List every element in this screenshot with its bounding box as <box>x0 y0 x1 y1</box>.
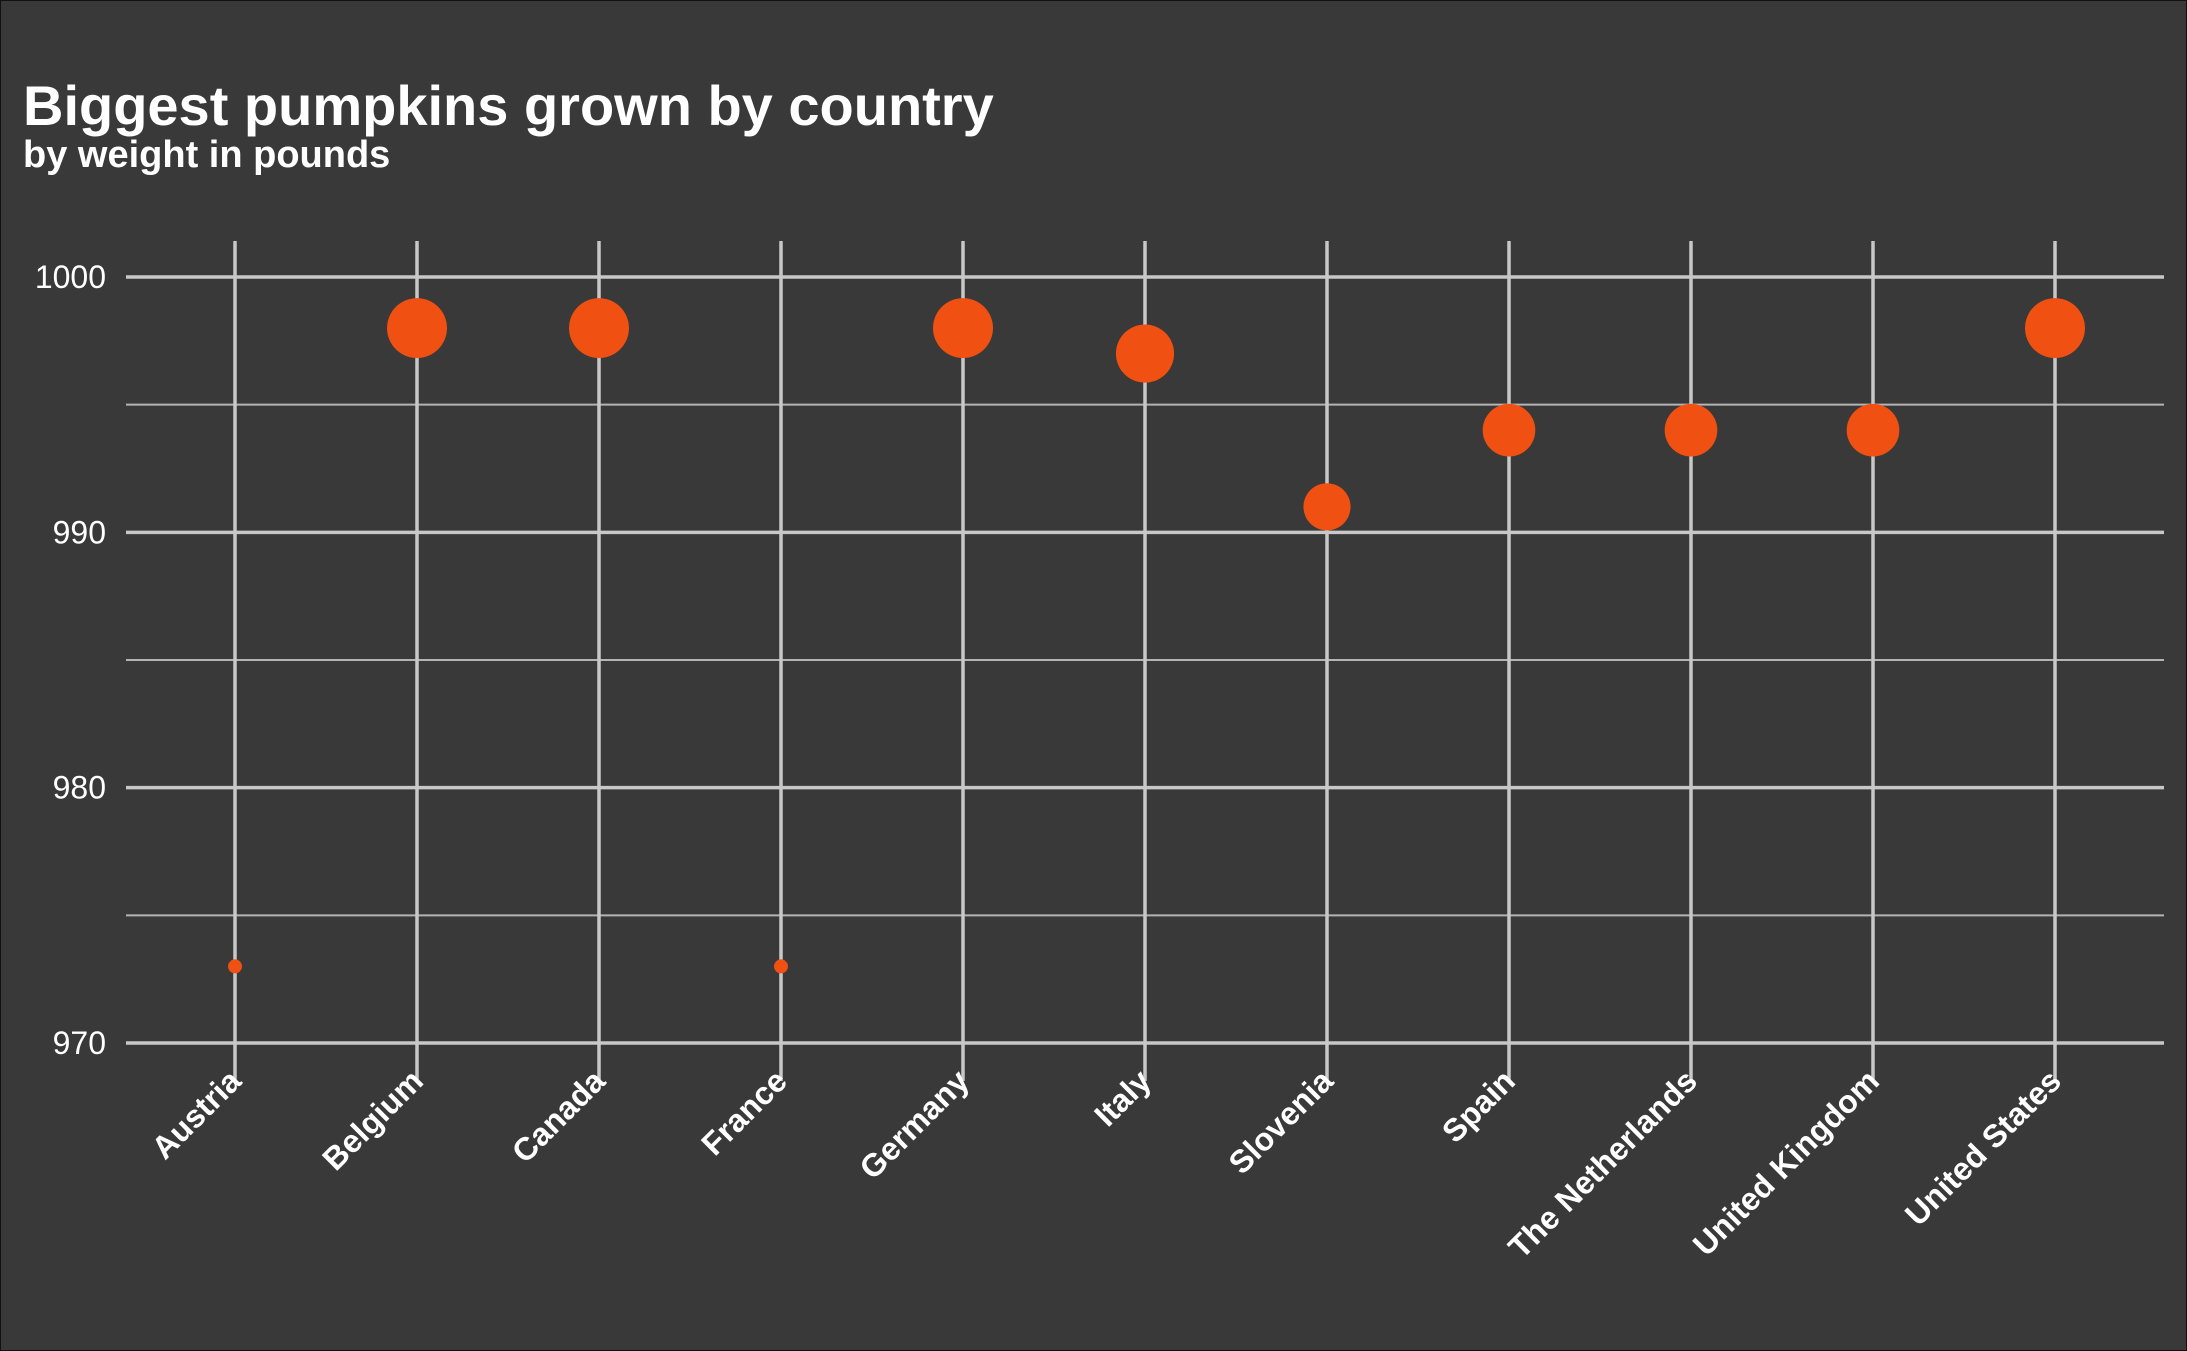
y-tick-label: 990 <box>53 514 106 550</box>
data-point <box>1115 324 1175 383</box>
x-tick-label: Germany <box>852 1062 976 1186</box>
x-tick-label: The Netherlands <box>1501 1062 1704 1265</box>
data-point <box>1303 483 1351 531</box>
data-point <box>1664 403 1718 457</box>
data-point <box>387 298 447 359</box>
x-tick-label: Austria <box>145 1062 249 1166</box>
y-tick-label: 1000 <box>35 259 106 295</box>
chart-subtitle: by weight in pounds <box>23 134 390 176</box>
x-tick-label: Slovenia <box>1221 1062 1340 1181</box>
x-tick-label: Belgium <box>315 1062 430 1177</box>
x-axis: Austria Belgium Canada France Germany Italy Sl… <box>145 1062 2068 1265</box>
data-point <box>1846 403 1900 457</box>
x-tick-label: Italy <box>1087 1062 1158 1133</box>
data-point <box>569 298 629 359</box>
x-tick-label: United Kingdom <box>1686 1062 1886 1262</box>
x-tick-label: France <box>694 1062 794 1162</box>
data-point <box>774 959 788 974</box>
y-tick-label: 980 <box>53 770 106 806</box>
data-points <box>228 298 2085 974</box>
y-axis: 970 980 990 1000 <box>35 259 106 1061</box>
data-point <box>2025 298 2085 359</box>
data-point <box>228 959 242 974</box>
data-point <box>933 298 993 359</box>
x-tick-label: United States <box>1898 1062 2068 1232</box>
x-tick-label: Spain <box>1435 1062 1522 1149</box>
data-point <box>1482 403 1536 457</box>
y-tick-label: 970 <box>53 1025 106 1061</box>
chart-title: Biggest pumpkins grown by country <box>23 74 994 137</box>
x-tick-label: Canada <box>505 1062 612 1169</box>
grid <box>126 241 2164 1081</box>
